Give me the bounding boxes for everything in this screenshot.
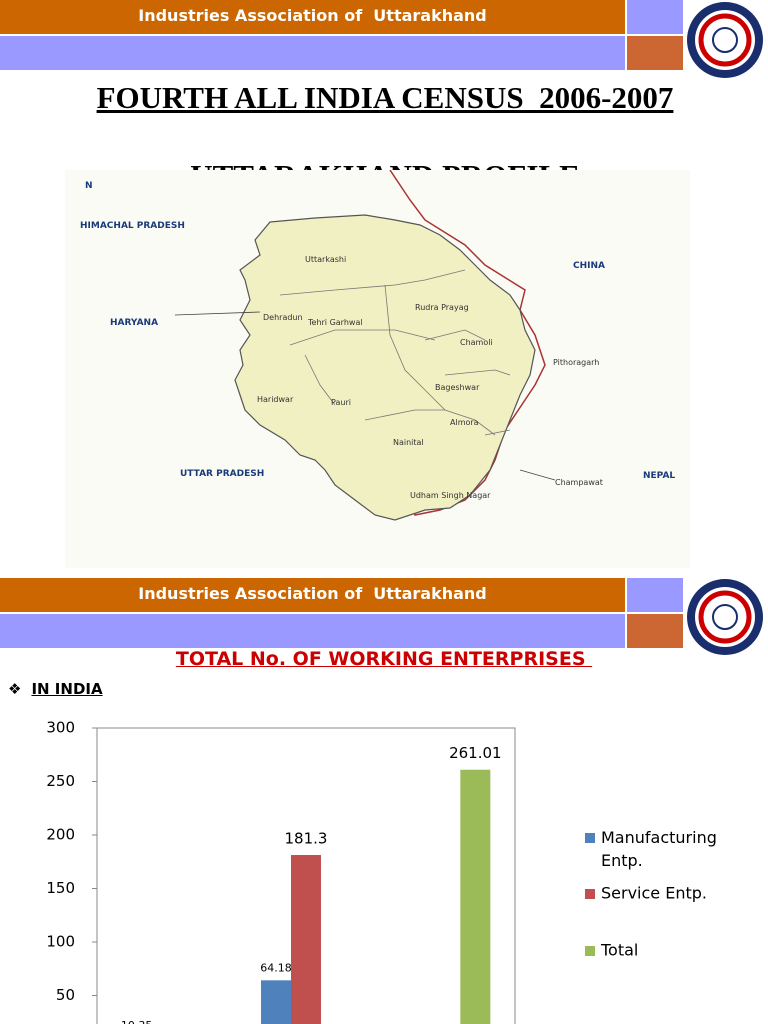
slide-title: FOURTH ALL INDIA CENSUS 2006-2007 [96,80,674,115]
map-label: Haridwar [257,395,294,404]
header-block [627,34,683,70]
map-label: Bageshwar [435,383,480,392]
pointer [174,311,556,481]
logo-ring [695,10,755,70]
slide: Industries Association of Uttarakhand FO… [0,0,763,568]
header-band [0,612,625,648]
legend-swatch [585,833,595,843]
bullet-icon: ❖ [8,680,22,698]
map-label: NEPAL [643,471,675,481]
logo-ring [698,590,752,644]
logo-ring [698,13,752,67]
slide: Industries Association of Uttarakhand [0,575,768,1024]
map-label: HARYANA [110,318,158,328]
data-label: 181.3 [285,830,328,848]
logo [687,2,763,78]
y-tick-label: 100 [46,933,75,951]
y-tick-label: 50 [56,986,75,1004]
logo-ring [695,587,755,647]
y-tick-label: 300 [46,719,75,737]
legend-label: Total [600,941,638,960]
bullet-text: IN INDIA [31,680,103,698]
y-tick-label: 200 [46,826,75,844]
legend-label: Manufacturing Entp. [601,828,717,870]
data-label: 64.18 [260,961,292,974]
map-label: N [85,181,93,191]
map-label: CHINA [573,261,605,271]
map-label: Chamoli [460,338,493,347]
bar [261,980,291,1024]
map-label: Dehradun [263,313,303,322]
map-label: Pithoragarh [553,358,599,367]
header-block [627,578,683,612]
map-label: Nainital [393,438,424,447]
logo-center [712,27,738,53]
slide-title: TOTAL No. OF WORKING ENTERPRISES [175,648,593,670]
data-label: 261.01 [449,744,502,762]
logo-center [712,604,738,630]
map-label: Tehri Garhwal [307,318,363,327]
map-label: Almora [450,418,479,427]
data-label: 10.35 [121,1019,153,1024]
legend-label: Service Entp. [601,884,707,903]
map-label: UTTAR PRADESH [180,469,264,479]
chart: 50 100 150 200 250 300 10.35 64.18 181.3 261.01 Ma… [46,719,717,1024]
map-label: Pauri [331,398,351,407]
map: N HIMACHAL PRADESH CHINA HARYANA Dehradu… [65,170,690,568]
map-label: Udham Singh Nagar [410,491,491,500]
legend-swatch [585,946,595,956]
logo [687,579,763,655]
district-lines [279,269,511,436]
map-label: Rudra Prayag [415,303,469,312]
bullet: ❖ IN INDIA [8,680,103,698]
state-outline [234,214,536,521]
map-label: Champawat [555,478,603,487]
bar [291,855,321,1024]
legend-swatch [585,889,595,899]
map-label: Uttarkashi [305,255,346,264]
header-block [627,612,683,648]
y-tick-label: 150 [46,879,75,897]
header-bar: Industries Association of Uttarakhand [0,578,625,612]
header-band [0,34,625,70]
header-bar: Industries Association of Uttarakhand [0,0,625,34]
bar [460,769,491,1024]
header-block [627,0,683,34]
map-label: HIMACHAL PRADESH [80,221,185,231]
header-text: Industries Association of Uttarakhand [138,6,487,25]
header-text: Industries Association of Uttarakhand [138,584,487,603]
y-tick-label: 250 [46,772,75,790]
